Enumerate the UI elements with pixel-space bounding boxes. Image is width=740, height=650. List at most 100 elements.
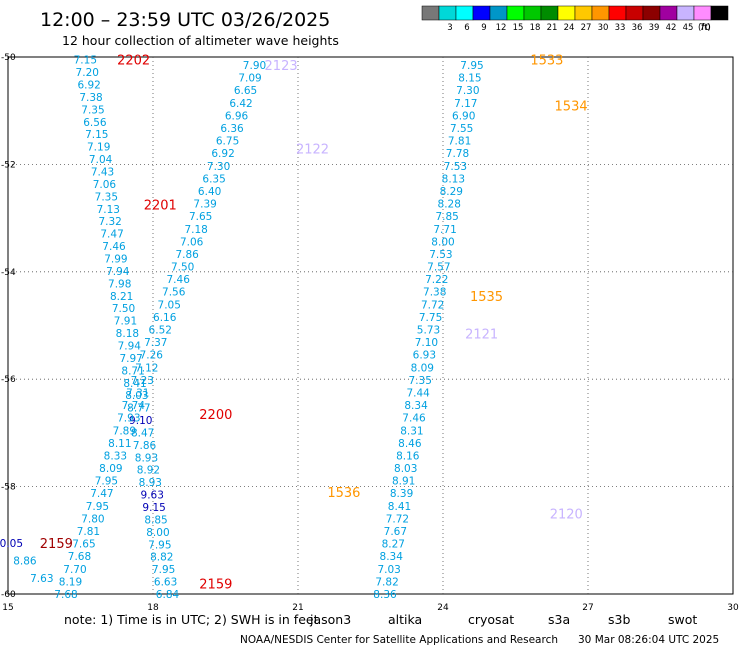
wave-height-value: 5.73 — [417, 325, 440, 337]
wave-height-value: 6.42 — [229, 98, 252, 110]
wave-height-value: 8.00 — [146, 527, 169, 539]
legend-swatch — [489, 5, 508, 21]
x-tick-label: 21 — [292, 603, 303, 613]
wave-height-value: 8.47 — [131, 427, 154, 439]
wave-height-value: 9.63 — [141, 490, 164, 502]
timestamp-text: 30 Mar 08:26:04 UTC 2025 — [578, 634, 719, 646]
wave-height-value: 7.68 — [68, 551, 91, 563]
legend-tick-label: 6 — [464, 23, 469, 33]
wave-height-value: 7.20 — [76, 67, 99, 79]
wave-height-values: 7.157.206.927.387.356.567.157.197.047.43… — [0, 55, 484, 601]
plot-area: 15 18 21 24 27 30-50-52-54-56-58-60 7.157.206… — [0, 53, 739, 613]
wave-height-value: 8.34 — [380, 551, 404, 563]
legend-swatch — [693, 5, 712, 21]
wave-height-value: 7.38 — [423, 287, 446, 299]
legend-swatch — [421, 5, 440, 21]
wave-height-value: 7.86 — [133, 440, 157, 452]
wave-height-value: 7.10 — [415, 337, 438, 349]
wave-height-value: 6.63 — [154, 577, 177, 589]
wave-height-value: 8.36 — [373, 589, 397, 601]
pass-labels: 2202 2123 1533 1534 2122 2201 1535 2121 2200 1536… — [40, 54, 588, 593]
wave-height-value: 9.10 — [129, 415, 152, 427]
pass-label: 2201 — [144, 199, 177, 214]
wave-height-value: 7.05 — [158, 299, 181, 311]
x-tick-label: 15 — [2, 603, 13, 613]
wave-height-value: 7.91 — [114, 316, 137, 328]
wave-height-value: 7.39 — [193, 199, 216, 211]
wave-height-value: 7.47 — [100, 229, 123, 241]
wave-height-value: 8.92 — [137, 465, 160, 477]
wave-height-value: 7.72 — [421, 299, 444, 311]
satellite-name: jason3 — [309, 612, 351, 627]
wave-height-value: 8.41 — [388, 501, 411, 513]
wave-height-value: 8.29 — [440, 186, 463, 198]
wave-height-value: 7.30 — [456, 85, 479, 97]
wave-height-value: 8.27 — [382, 539, 405, 551]
wave-height-value: 7.65 — [72, 539, 95, 551]
wave-height-value: 7.50 — [112, 303, 135, 315]
wave-height-value: 7.30 — [207, 161, 230, 173]
satellite-legend: jason3 altika cryosat s3a s3b swot — [309, 612, 697, 627]
wave-height-value: 8.86 — [13, 555, 37, 567]
wave-height-value: 6.52 — [149, 325, 172, 337]
chart-title: 12:00 – 23:59 UTC 03/26/2025 — [40, 9, 330, 31]
wave-height-value: 8.82 — [150, 552, 173, 564]
wave-height-value: 7.06 — [93, 179, 117, 191]
wave-height-value: 8.46 — [398, 438, 422, 450]
wave-height-value: 7.57 — [427, 262, 450, 274]
wave-height-value: 8.00 — [431, 236, 454, 248]
wave-height-value: 8.93 — [139, 477, 162, 489]
legend-tick-label: 9 — [481, 23, 486, 33]
footer-note: note: 1) Time is in UTC; 2) SWH is in fe… — [64, 612, 697, 627]
wave-height-value: 7.99 — [104, 253, 127, 265]
satellite-name: s3a — [548, 612, 570, 627]
wave-height-value: 6.90 — [452, 110, 475, 122]
wave-height-value: 8.91 — [392, 476, 415, 488]
wave-height-value: 7.67 — [384, 526, 407, 538]
legend-tick-label: 21 — [547, 23, 558, 33]
wave-height-value: 7.65 — [189, 211, 212, 223]
wave-height-value: 7.03 — [377, 564, 400, 576]
wave-height-value: 7.43 — [91, 167, 114, 179]
wave-height-value: 7.09 — [238, 73, 261, 85]
wave-height-value: 6.35 — [202, 173, 225, 185]
wave-height-value: 7.81 — [77, 526, 100, 538]
wave-height-value: 8.93 — [135, 452, 158, 464]
pass-label: 2123 — [265, 59, 298, 74]
wave-height-value: 7.72 — [386, 513, 409, 525]
wave-height-value: 7.35 — [95, 191, 118, 203]
wave-height-value: 7.95 — [148, 539, 171, 551]
pass-label: 1533 — [530, 54, 563, 69]
wave-height-value: 8.71 — [121, 365, 144, 377]
wave-height-value: 7.13 — [97, 204, 120, 216]
y-tick-label: -54 — [1, 268, 16, 278]
legend-swatch — [574, 5, 593, 21]
wave-height-value: 7.06 — [180, 236, 204, 248]
legend-swatch — [523, 5, 542, 21]
wave-height-value: 7.95 — [86, 501, 109, 513]
plot-frame — [7, 56, 734, 595]
wave-height-value: 7.46 — [102, 241, 126, 253]
legend-swatch — [540, 5, 559, 21]
pass-label: 2159 — [199, 577, 232, 592]
wave-height-value: 8.09 — [99, 463, 122, 475]
wave-height-value: 7.26 — [140, 350, 164, 362]
wave-height-value: 8.16 — [396, 450, 420, 462]
y-tick-label: -58 — [1, 483, 16, 493]
legend-tick-label: 15 — [513, 23, 524, 33]
legend-swatch — [438, 5, 457, 21]
wave-height-value: 10.05 — [0, 538, 23, 550]
wave-height-value: 7.32 — [98, 216, 121, 228]
wave-height-value: 7.22 — [425, 274, 448, 286]
pass-label: 2122 — [296, 142, 329, 157]
wave-height-value: 7.94 — [118, 340, 142, 352]
wave-height-value: 8.18 — [116, 328, 139, 340]
legend-tick-label: 39 — [649, 23, 660, 33]
wave-height-value: 7.17 — [454, 98, 477, 110]
wave-height-value: 7.95 — [460, 60, 483, 72]
wave-height-value: 7.75 — [419, 312, 442, 324]
legend-tick-label: 12 — [496, 23, 507, 33]
chart-subtitle: 12 hour collection of altimeter wave hei… — [62, 33, 339, 48]
wave-height-value: 7.53 — [429, 249, 452, 261]
wave-height-value: 6.75 — [216, 136, 239, 148]
